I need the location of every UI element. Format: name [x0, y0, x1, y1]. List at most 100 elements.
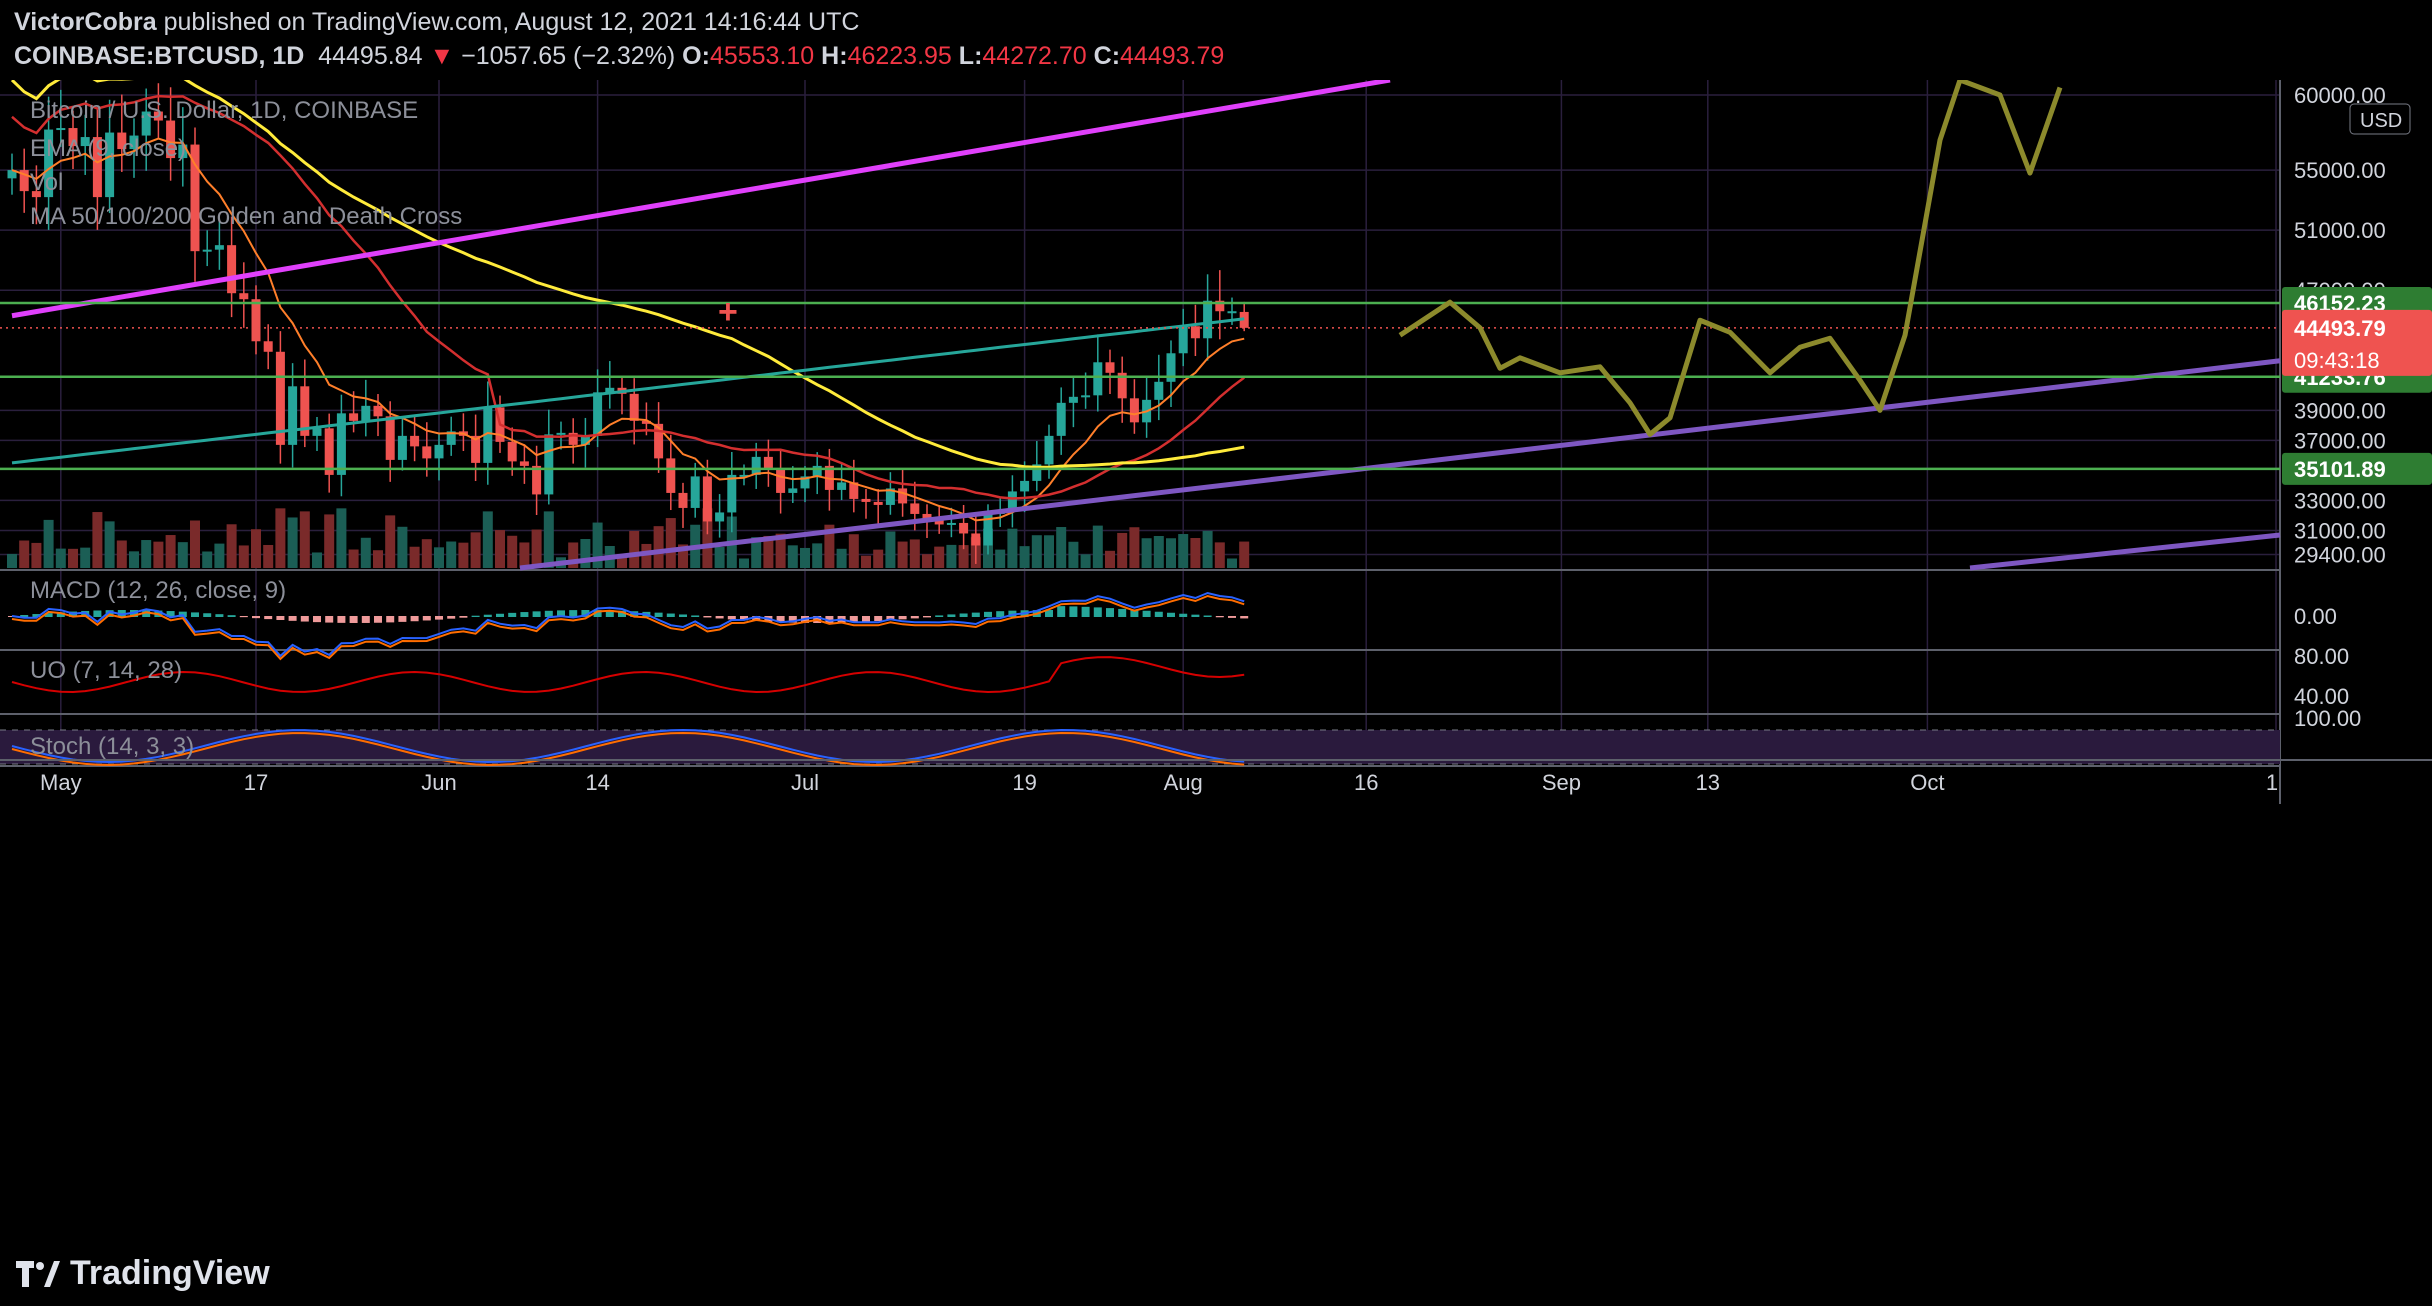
candle-body[interactable]: [275, 351, 285, 445]
candle-body[interactable]: [861, 498, 871, 502]
candle-body[interactable]: [971, 533, 981, 546]
candle-body[interactable]: [1190, 326, 1200, 339]
candle-body[interactable]: [1129, 398, 1139, 423]
candle-body[interactable]: [349, 413, 359, 421]
candle-body[interactable]: [532, 465, 542, 495]
forecast-projection[interactable]: [1398, 77, 2063, 437]
candle-body[interactable]: [288, 386, 298, 445]
currency-badge[interactable]: USD: [2349, 103, 2411, 135]
candle-body[interactable]: [1215, 300, 1225, 312]
chart-svg[interactable]: + 60000.0055000.0051000.0047000.0039000.…: [0, 73, 2432, 1242]
candle-body[interactable]: [666, 458, 676, 493]
author-name[interactable]: VictorCobra: [14, 8, 157, 36]
candle-body[interactable]: [1032, 464, 1042, 481]
candle-body[interactable]: [556, 432, 566, 435]
candle-body[interactable]: [544, 434, 554, 495]
candle-body[interactable]: [507, 441, 517, 462]
candle-body[interactable]: [214, 245, 224, 250]
candle-body[interactable]: [471, 435, 481, 463]
candle-body[interactable]: [68, 128, 78, 147]
candle-body[interactable]: [568, 432, 578, 445]
candle-body[interactable]: [1166, 353, 1176, 382]
candle-body[interactable]: [190, 144, 200, 252]
candle-body[interactable]: [593, 392, 603, 436]
candle-body[interactable]: [434, 444, 444, 459]
candle-body[interactable]: [702, 476, 712, 522]
candle-body[interactable]: [361, 405, 371, 421]
tradingview-logo[interactable]: TradingView: [16, 1254, 270, 1293]
candle-body[interactable]: [483, 407, 493, 463]
candle-body[interactable]: [7, 170, 17, 179]
candle-body[interactable]: [239, 293, 249, 300]
candle-body[interactable]: [1020, 480, 1030, 492]
candle-body[interactable]: [251, 299, 261, 342]
chart-area[interactable]: + 60000.0055000.0051000.0047000.0039000.…: [0, 73, 2432, 1242]
candle-body[interactable]: [1203, 300, 1213, 339]
candle-body[interactable]: [336, 413, 346, 475]
purple-support-trendline[interactable]: [519, 358, 2281, 571]
candle-body[interactable]: [678, 492, 688, 508]
candle-body[interactable]: [837, 482, 847, 490]
candle-body[interactable]: [227, 245, 237, 294]
candle-body[interactable]: [873, 501, 883, 505]
candle-body[interactable]: [898, 488, 908, 504]
candle-body[interactable]: [751, 456, 761, 475]
candle-body[interactable]: [885, 488, 895, 505]
candle-body[interactable]: [56, 128, 66, 131]
candle-body[interactable]: [690, 476, 700, 508]
candle-body[interactable]: [1227, 311, 1237, 314]
candle-body[interactable]: [1044, 435, 1054, 465]
candle-body[interactable]: [1117, 372, 1127, 399]
candle-body[interactable]: [92, 137, 102, 198]
candle-body[interactable]: [1068, 396, 1078, 403]
candle-body[interactable]: [373, 405, 383, 417]
candle-body[interactable]: [1093, 362, 1103, 396]
candle-body[interactable]: [31, 191, 41, 198]
candle-body[interactable]: [1007, 491, 1017, 511]
candle-body[interactable]: [324, 428, 334, 475]
candle-body[interactable]: [788, 488, 798, 493]
symbol-label[interactable]: COINBASE:BTCUSD, 1D: [14, 42, 305, 70]
candle-body[interactable]: [1081, 395, 1091, 398]
candle-body[interactable]: [80, 137, 90, 147]
candle-body[interactable]: [410, 435, 420, 447]
candle-body[interactable]: [117, 132, 127, 150]
magenta-trendline[interactable]: [11, 77, 1391, 319]
candle-body[interactable]: [300, 386, 310, 436]
candle-body[interactable]: [776, 468, 786, 493]
candle-body[interactable]: [44, 129, 54, 198]
candle-body[interactable]: [605, 387, 615, 393]
candle-body[interactable]: [946, 522, 956, 525]
candle-body[interactable]: [105, 132, 115, 198]
candle-body[interactable]: [800, 476, 810, 489]
candle-body[interactable]: [178, 144, 188, 159]
candle-body[interactable]: [1178, 326, 1188, 354]
candle-body[interactable]: [422, 446, 432, 459]
level-35101-badge[interactable]: 35101.89: [2282, 452, 2432, 485]
candle-body[interactable]: [166, 120, 176, 159]
candle-body[interactable]: [397, 435, 407, 460]
candle-body[interactable]: [263, 341, 273, 352]
candle-body[interactable]: [641, 420, 651, 424]
candle-body[interactable]: [1056, 402, 1066, 436]
candle-body[interactable]: [922, 513, 932, 519]
candle-body[interactable]: [812, 465, 822, 477]
candle-body[interactable]: [654, 423, 664, 459]
candle-body[interactable]: [849, 482, 859, 499]
purple-lower-trendline[interactable]: [1969, 532, 2281, 571]
candle-body[interactable]: [727, 474, 737, 513]
candle-body[interactable]: [129, 135, 139, 150]
candle-body[interactable]: [580, 435, 590, 445]
candle-body[interactable]: [739, 474, 749, 477]
candle-body[interactable]: [934, 518, 944, 525]
candle-body[interactable]: [153, 111, 163, 121]
candle-body[interactable]: [312, 428, 322, 436]
candle-body[interactable]: [446, 431, 456, 445]
candle-body[interactable]: [202, 249, 212, 252]
candle-body[interactable]: [715, 512, 725, 522]
candle-body[interactable]: [1105, 362, 1115, 373]
candle-body[interactable]: [629, 393, 639, 421]
candle-body[interactable]: [519, 461, 529, 466]
candle-body[interactable]: [385, 416, 395, 460]
candle-body[interactable]: [19, 170, 29, 192]
